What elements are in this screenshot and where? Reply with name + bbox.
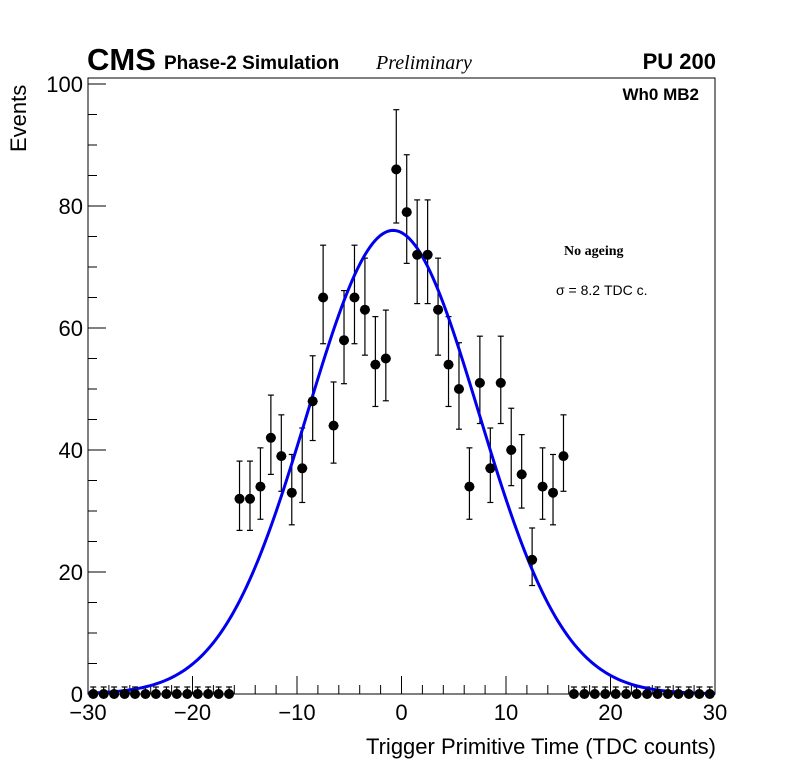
y-axis-ticks: [88, 83, 106, 695]
cms-label: CMS: [87, 42, 156, 77]
data-point: [318, 292, 329, 303]
data-point: [244, 493, 255, 504]
data-point: [391, 164, 402, 175]
data-point: [422, 249, 433, 260]
data-point: [192, 689, 203, 699]
data-point: [412, 249, 423, 260]
data-point: [140, 689, 151, 699]
data-point: [88, 689, 99, 699]
data-point: [662, 689, 673, 699]
data-point: [558, 451, 569, 462]
error-bars: [88, 109, 715, 695]
phase2-simulation-label: Phase-2 Simulation: [164, 53, 339, 74]
data-point: [537, 481, 548, 492]
data-point: [380, 353, 391, 364]
data-point: [109, 689, 120, 699]
x-tick-label: −20: [174, 700, 211, 725]
data-point: [265, 432, 276, 443]
ageing-label: No ageing: [564, 244, 624, 259]
x-tick-label: 20: [598, 700, 622, 725]
data-point: [339, 335, 350, 346]
y-axis-tick-labels: 0 20 40 60 80 100: [46, 72, 83, 707]
data-point: [130, 689, 141, 699]
data-point: [401, 207, 412, 218]
preliminary-label: Preliminary: [375, 52, 472, 74]
data-point: [203, 689, 214, 699]
data-point: [506, 445, 517, 455]
x-tick-label: 10: [494, 700, 518, 725]
data-point: [652, 689, 663, 699]
data-point: [516, 469, 527, 480]
data-point: [98, 689, 109, 699]
data-point: [453, 384, 464, 394]
data-point: [495, 377, 506, 388]
chamber-label: Wh0 MB2: [623, 85, 700, 104]
data-point: [485, 463, 496, 474]
data-point: [548, 487, 559, 498]
data-point: [610, 689, 621, 699]
data-point: [673, 689, 684, 699]
data-point: [600, 689, 611, 699]
data-point: [297, 463, 308, 474]
data-point: [213, 689, 224, 699]
data-point: [286, 487, 297, 498]
data-point: [161, 689, 172, 699]
pileup-label: PU 200: [643, 49, 716, 74]
data-point: [234, 493, 245, 504]
data-point: [589, 689, 600, 699]
data-point: [694, 689, 705, 699]
data-point: [328, 420, 339, 431]
data-point: [443, 359, 454, 370]
x-tick-label: 0: [395, 700, 407, 725]
data-point: [255, 481, 266, 492]
x-axis-title: Trigger Primitive Time (TDC counts): [366, 734, 716, 759]
data-point: [474, 377, 485, 388]
data-point: [349, 292, 360, 303]
y-axis-title: Events: [6, 85, 31, 152]
data-point: [683, 689, 694, 699]
gaussian-fit-curve: [87, 228, 716, 696]
x-tick-label: 30: [703, 700, 727, 725]
x-axis-ticks: [87, 676, 716, 694]
plot-frame: [87, 77, 716, 695]
data-point: [527, 554, 538, 565]
data-point: [150, 689, 161, 699]
data-point: [568, 689, 579, 699]
data-markers: [88, 164, 715, 699]
data-point: [464, 481, 475, 492]
data-point: [631, 689, 642, 699]
y-tick-label: 40: [59, 438, 83, 463]
data-point: [433, 304, 444, 315]
y-tick-label: 60: [59, 316, 83, 341]
data-point: [182, 689, 193, 699]
data-point: [307, 396, 318, 407]
x-tick-label: −30: [69, 700, 106, 725]
y-tick-label: 80: [59, 194, 83, 219]
x-axis-tick-labels: −30 −20 −10 0 10 20 30: [69, 700, 727, 725]
sigma-label: σ = 8.2 TDC c.: [556, 282, 648, 298]
y-tick-label: 0: [71, 682, 83, 707]
data-point: [579, 689, 590, 699]
y-tick-label: 20: [59, 560, 83, 585]
x-tick-label: −10: [278, 700, 315, 725]
data-point: [621, 689, 632, 699]
data-point: [276, 451, 287, 462]
data-point: [704, 689, 715, 699]
y-tick-label: 100: [46, 72, 83, 97]
data-point: [370, 359, 381, 370]
data-point: [171, 689, 182, 699]
data-point: [224, 689, 235, 699]
data-point: [119, 689, 130, 699]
data-point: [642, 689, 653, 699]
data-point: [359, 304, 370, 315]
